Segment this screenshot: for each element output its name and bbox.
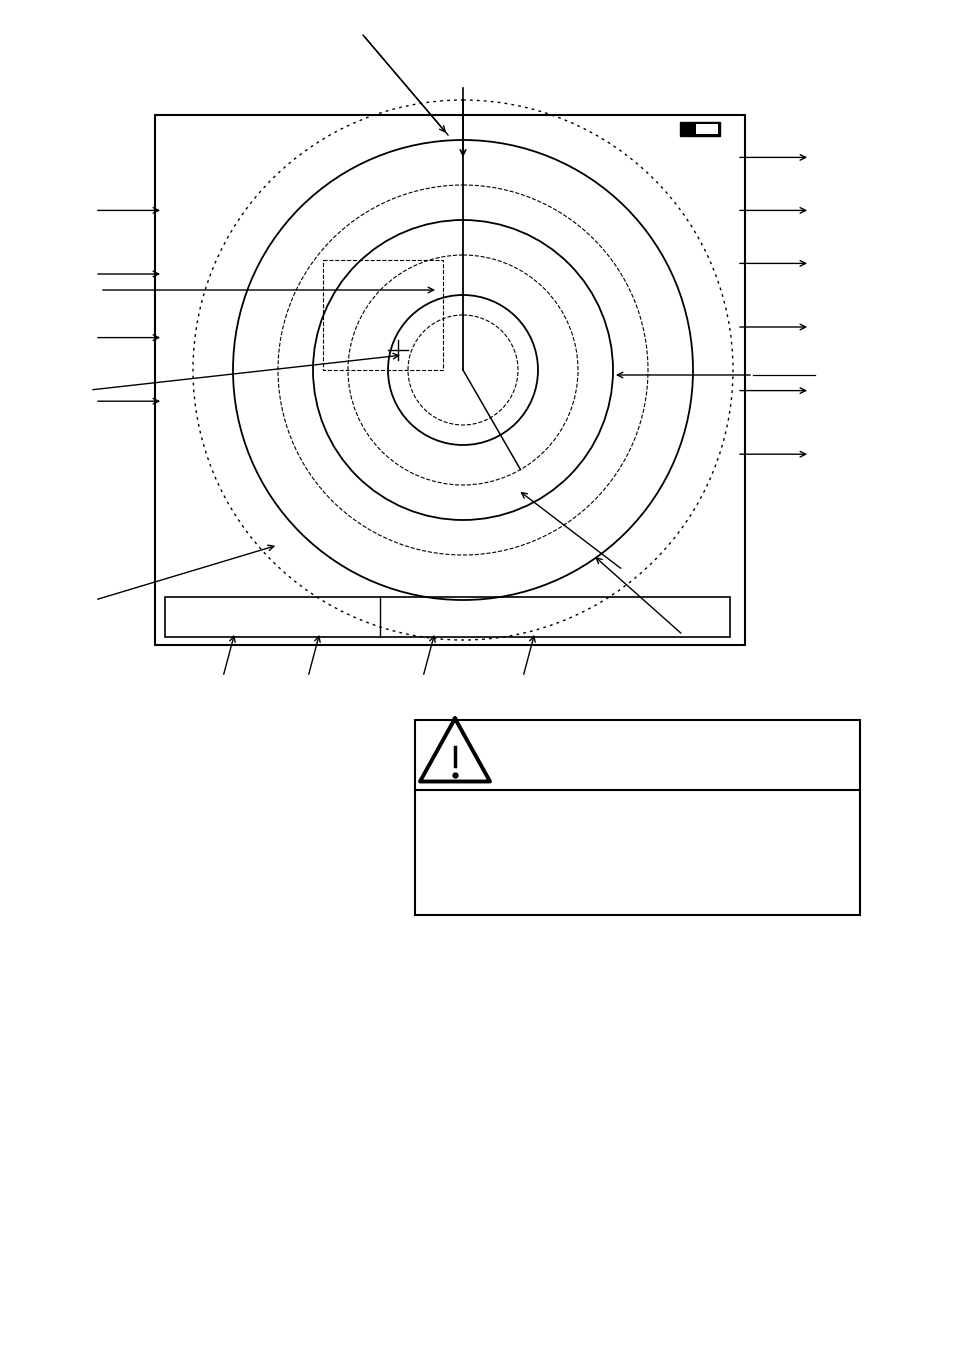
Bar xyxy=(323,260,442,370)
Polygon shape xyxy=(419,719,490,781)
Bar xyxy=(165,598,729,637)
Bar xyxy=(679,121,720,136)
Bar xyxy=(415,720,859,915)
Bar xyxy=(154,115,744,645)
Bar xyxy=(696,124,718,134)
